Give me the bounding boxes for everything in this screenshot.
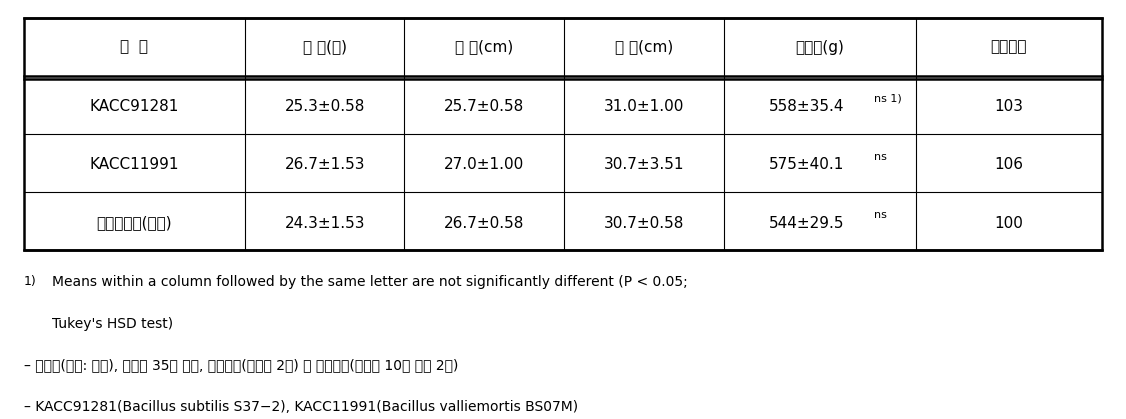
Text: 25.3±0.58: 25.3±0.58 <box>285 99 365 114</box>
Text: 엽 장(cm): 엽 장(cm) <box>455 39 513 54</box>
Text: 25.7±0.58: 25.7±0.58 <box>444 99 525 114</box>
Text: 26.7±1.53: 26.7±1.53 <box>285 158 365 173</box>
Text: 100: 100 <box>994 215 1024 230</box>
Bar <box>24 18 1102 251</box>
Text: ns: ns <box>874 210 886 220</box>
Text: 엽 수(개): 엽 수(개) <box>303 39 347 54</box>
Text: 수량지수: 수량지수 <box>991 39 1027 54</box>
Text: 24.3±1.53: 24.3±1.53 <box>285 215 365 230</box>
Text: ns 1): ns 1) <box>874 93 901 103</box>
Text: – KACC91281(Bacillus subtilis S37−2), KACC11991(Bacillus valliemortis BS07M): – KACC91281(Bacillus subtilis S37−2), KA… <box>24 400 578 414</box>
Text: Means within a column followed by the same letter are not significantly differen: Means within a column followed by the sa… <box>52 275 688 290</box>
Text: 30.7±3.51: 30.7±3.51 <box>604 158 685 173</box>
Text: 26.7±0.58: 26.7±0.58 <box>444 215 525 230</box>
Text: 106: 106 <box>994 158 1024 173</box>
Text: 27.0±1.00: 27.0±1.00 <box>444 158 525 173</box>
Text: KACC91281: KACC91281 <box>90 99 179 114</box>
Text: 구  분: 구 분 <box>120 39 149 54</box>
Text: 배지액처리(대조): 배지액처리(대조) <box>97 215 172 230</box>
Text: 생체중(g): 생체중(g) <box>795 39 844 54</box>
Text: KACC11991: KACC11991 <box>90 158 179 173</box>
Text: 30.7±0.58: 30.7±0.58 <box>604 215 685 230</box>
Text: 1): 1) <box>24 275 37 288</box>
Text: – 양상추(품종: 아비), 정식후 35일 조사, 육모침지(정식전 2회) 및 관주처리(정식후 10일 간격 2회): – 양상추(품종: 아비), 정식후 35일 조사, 육모침지(정식전 2회) … <box>24 358 458 372</box>
Text: 558±35.4: 558±35.4 <box>768 99 843 114</box>
Text: 엽 폭(cm): 엽 폭(cm) <box>615 39 673 54</box>
Text: 575±40.1: 575±40.1 <box>768 158 843 173</box>
Text: ns: ns <box>874 152 886 162</box>
Text: 544±29.5: 544±29.5 <box>768 215 843 230</box>
Text: 31.0±1.00: 31.0±1.00 <box>604 99 685 114</box>
Text: Tukey's HSD test): Tukey's HSD test) <box>52 317 173 331</box>
Text: 103: 103 <box>994 99 1024 114</box>
